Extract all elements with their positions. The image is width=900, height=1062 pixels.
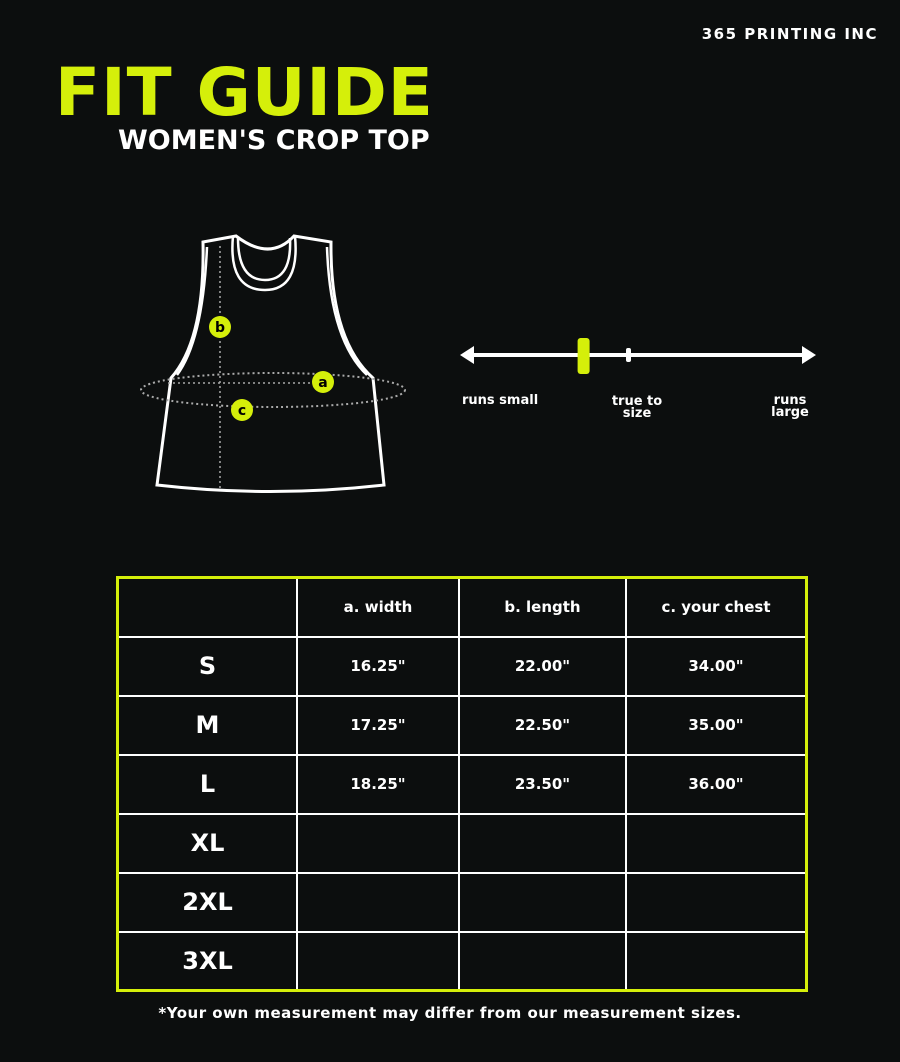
width-cell: 17.25" [296, 694, 460, 756]
table-row: L 18.25" 23.50" 36.00" [116, 753, 808, 815]
runs-small-label: runs small [462, 393, 539, 408]
size: S [116, 635, 298, 697]
length-cell [458, 930, 627, 992]
header-width: a. width [296, 576, 460, 638]
table-row: 3XL [116, 930, 808, 992]
chest-cell [625, 930, 808, 992]
size: XL [116, 812, 298, 874]
size: 2XL [116, 871, 298, 933]
table-header-row: a. width b. length c. your chest [116, 576, 808, 638]
length-cell: 23.50" [458, 753, 627, 815]
marker-b: b [209, 316, 231, 338]
chest-cell: 34.00" [625, 635, 808, 697]
size: M [116, 694, 298, 756]
brand-name: 365 PRINTING INC [701, 25, 878, 43]
width-cell: 18.25" [296, 753, 460, 815]
header-chest: c. your chest [625, 576, 808, 638]
svg-text:a: a [318, 375, 327, 391]
table-row: XL [116, 812, 808, 874]
true-to-size-tick [626, 348, 631, 362]
length-cell [458, 871, 627, 933]
footnote: *Your own measurement may differ from ou… [158, 1004, 742, 1022]
width-cell [296, 930, 460, 992]
table-row: M 17.25" 22.50" 35.00" [116, 694, 808, 756]
length-cell: 22.00" [458, 635, 627, 697]
width-cell [296, 871, 460, 933]
true-to-size-label: true to size [611, 394, 663, 421]
chest-cell: 35.00" [625, 694, 808, 756]
chest-cell [625, 812, 808, 874]
illustrations: b a c [140, 234, 816, 493]
width-cell: 16.25" [296, 635, 460, 697]
size: L [116, 753, 298, 815]
length-cell: 22.50" [458, 694, 627, 756]
fit-scale [460, 338, 816, 374]
runs-large-label: runs large [771, 393, 809, 420]
marker-c: c [231, 399, 253, 421]
svg-text:b: b [215, 320, 225, 336]
table-row: 2XL [116, 871, 808, 933]
marker-a: a [312, 371, 334, 393]
fit-indicator [577, 338, 590, 374]
chest-cell: 36.00" [625, 753, 808, 815]
header-length: b. length [458, 576, 627, 638]
chest-cell [625, 871, 808, 933]
length-cell [458, 812, 627, 874]
page-subtitle: WOMEN'S CROP TOP [118, 125, 430, 156]
width-cell [296, 812, 460, 874]
svg-text:c: c [238, 403, 246, 419]
table-row: S 16.25" 22.00" 34.00" [116, 635, 808, 697]
crop-top-diagram [140, 234, 406, 493]
header-size [116, 576, 298, 638]
size: 3XL [116, 930, 298, 992]
page-title: FIT GUIDE [55, 54, 434, 131]
size-table: a. width b. length c. your chest S 16.25"… [116, 576, 808, 992]
